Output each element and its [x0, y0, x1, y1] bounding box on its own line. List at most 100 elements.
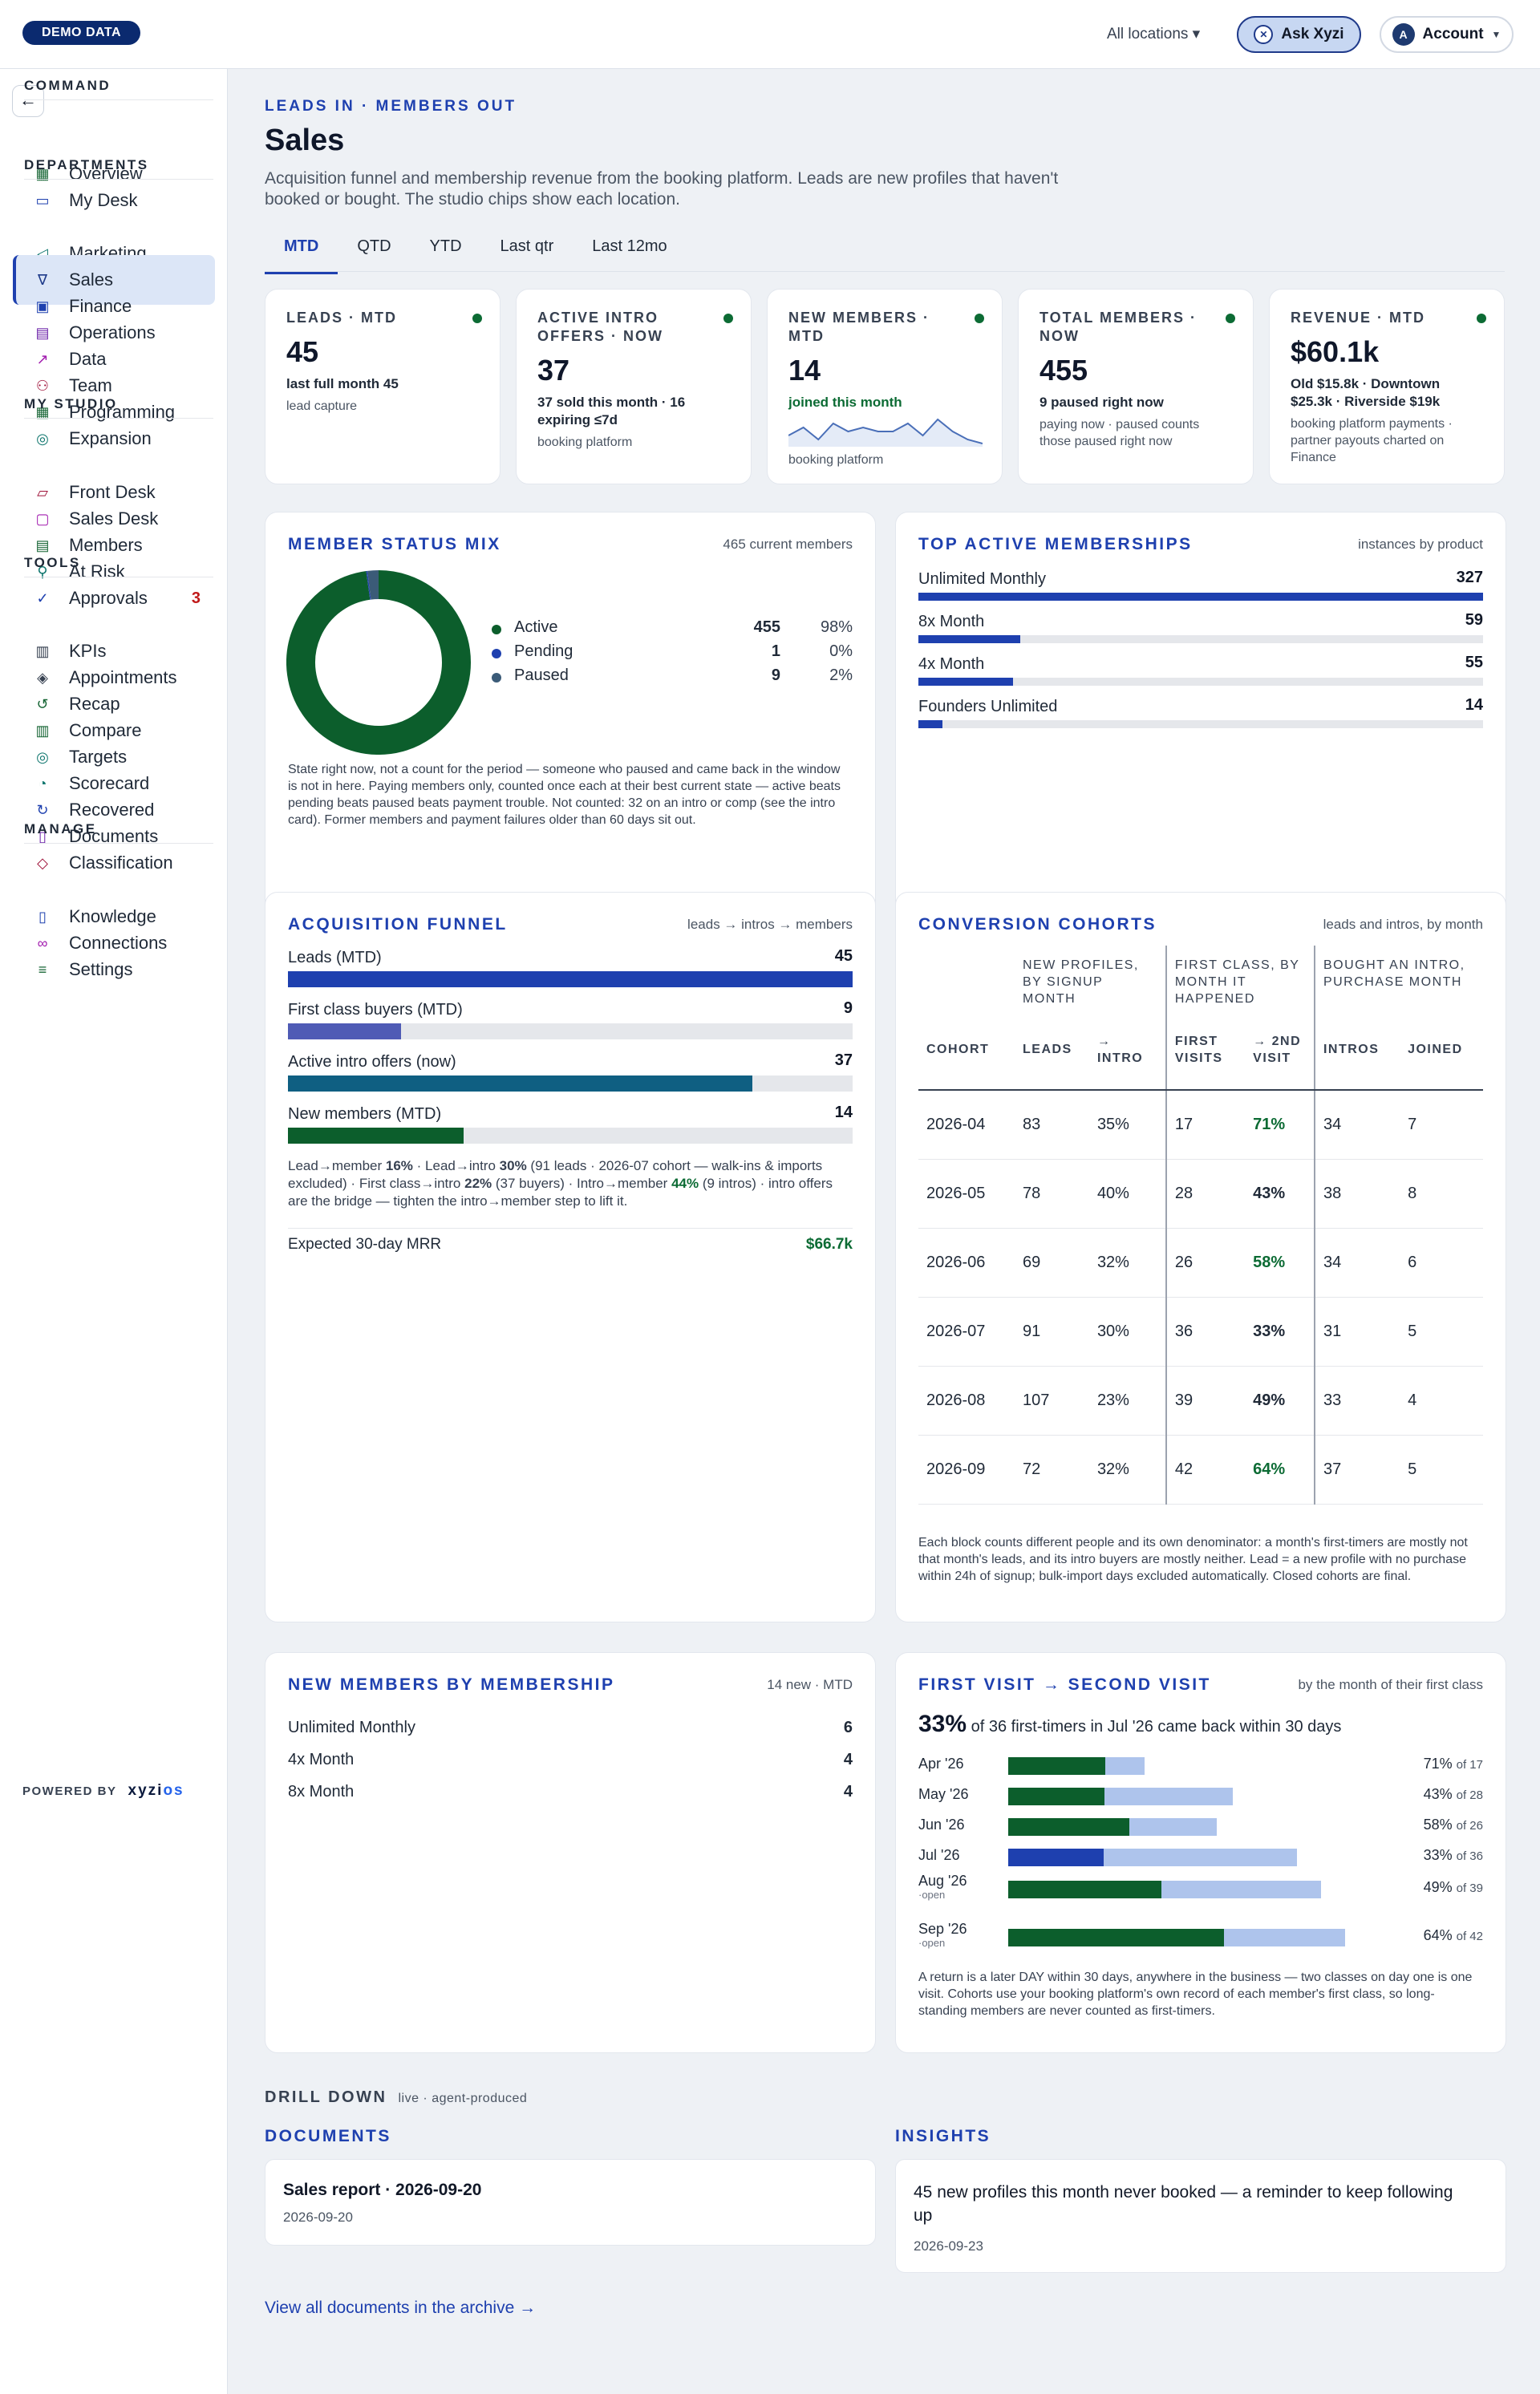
cohort-month: Aug '26 ·open [918, 1873, 967, 1901]
kpi-source-note: paying now · paused counts those paused … [1040, 418, 1200, 448]
kpi-value: 37 [537, 354, 570, 387]
sidebar-item-compare[interactable]: ▥ Compare [13, 706, 215, 755]
table-cell: 34 [1313, 1228, 1400, 1298]
funnel-value: 37 [834, 1051, 853, 1069]
table-row: 2026-07 91 30% 36 33% 31 5 [918, 1297, 1483, 1367]
legend-percent: 2% [829, 666, 853, 684]
ask-xyzi-label: Ask Xyzi [1281, 26, 1344, 43]
documents-title: DOCUMENTS [265, 2127, 391, 2145]
drill-down-tag: live · agent-produced [398, 2092, 528, 2105]
first-second-visit-card: FIRST VISIT → SECOND VISIT by the month … [895, 1652, 1506, 2053]
tab-last-qtr[interactable]: Last qtr [500, 237, 554, 255]
compass-icon: ◎ [36, 431, 49, 447]
kpi-label: NEW MEMBERS · MTD [788, 310, 930, 344]
page-title: Sales [265, 124, 345, 157]
kpi-card[interactable]: NEW MEMBERS · MTD 14 joined this month book… [767, 289, 1003, 484]
new-members-sparkline [788, 418, 983, 447]
tabs-divider [265, 271, 1505, 272]
location-selector[interactable]: All locations ▾ [1107, 26, 1201, 43]
kpi-value: 455 [1040, 354, 1088, 387]
membership-bar-fill [918, 720, 943, 728]
live-status-dot [1477, 314, 1486, 323]
table-cell: 40% [1088, 1159, 1166, 1229]
open-cohort-tag: ·open [918, 1889, 946, 1901]
card-subtitle: leads → intros → members [687, 917, 853, 932]
chevron-down-icon: ▼ [1491, 29, 1502, 40]
column-header: INTROS [1313, 1010, 1400, 1091]
sidebar-item-documents[interactable]: ▯ Documents [13, 812, 215, 861]
note-part: Lead→member [288, 1158, 386, 1173]
kpi-source-note: booking platform [537, 435, 633, 449]
sidebar-item-members[interactable]: ▤ Members [13, 521, 215, 570]
kpi-value: 45 [286, 335, 319, 368]
kpi-card[interactable]: LEADS · MTD 45 last full month 45 lead capt… [265, 289, 500, 484]
tab-qtd[interactable]: QTD [357, 237, 391, 255]
sidebar-item-label: Appointments [69, 667, 177, 687]
group-header-profiles: NEW PROFILES, BY SIGNUP MONTH [1023, 958, 1139, 1006]
table-cell: 49% [1245, 1366, 1315, 1436]
sidebar-item-settings[interactable]: ≡ Settings [13, 945, 215, 994]
insight-card[interactable]: 45 new profiles this month never booked … [895, 2159, 1506, 2273]
cohort-month: Sep '26 ·open [918, 1921, 967, 1949]
gauge-icon: ◔ [38, 776, 47, 792]
sidebar-section-title: MY STUDIO [24, 396, 213, 419]
kpi-card[interactable]: REVENUE · MTD $60.1k Old $15.8k · Downtown… [1269, 289, 1505, 484]
sidebar-item-targets[interactable]: ◎ Targets [13, 732, 215, 782]
table-cell: 8 [1400, 1159, 1483, 1229]
clipboard-icon: ▤ [35, 325, 50, 341]
card-title: CONVERSION COHORTS [918, 915, 1157, 934]
sidebar-item-recovered[interactable]: ↻ Recovered [13, 785, 215, 835]
retention-base: of 36 [1456, 1849, 1483, 1863]
sidebar-item-at-risk[interactable]: ⚲ At Risk [13, 547, 215, 597]
tab-last-12mo[interactable]: Last 12mo [592, 237, 667, 255]
sidebar-item-connections[interactable]: ∞ Connections [13, 918, 215, 968]
sidebar-item-data[interactable]: ↗ Data [13, 334, 215, 384]
table-cell: 83 [1015, 1090, 1089, 1160]
card-title: TOP ACTIVE MEMBERSHIPS [918, 535, 1193, 553]
table-cell: 6 [1400, 1228, 1483, 1298]
legend-dot [492, 625, 501, 634]
mrr-label: Expected 30-day MRR [288, 1236, 442, 1253]
sidebar-item-operations[interactable]: ▤ Operations [13, 308, 215, 358]
member-status-mix-card: MEMBER STATUS MIX 465 current members Ac… [265, 512, 876, 930]
sidebar-item-knowledge[interactable]: ▯ Knowledge [13, 892, 215, 942]
sidebar-item-classification[interactable]: ◇ Classification [13, 838, 215, 888]
cohort-month-label: Jun '26 [918, 1817, 965, 1833]
tab-ytd[interactable]: YTD [429, 237, 462, 255]
kpi-card[interactable]: TOTAL MEMBERS · NOW 455 9 paused right now… [1018, 289, 1254, 484]
sidebar-item-kpis[interactable]: ▥ KPIs [13, 626, 215, 676]
sidebar-item-recap[interactable]: ↺ Recap [13, 679, 215, 729]
kpi-label: ACTIVE INTRO OFFERS · NOW [537, 310, 663, 344]
sidebar-item-front-desk[interactable]: ▱ Front Desk [13, 468, 215, 517]
membership-bar-row: 8x Month 59 [918, 611, 1483, 643]
sidebar-item-expansion[interactable]: ◎ Expansion [13, 414, 215, 464]
drill-down-title: DRILL DOWN [265, 2088, 387, 2106]
sidebar-item-overview[interactable]: ▦ Overview [13, 149, 215, 199]
sidebar-item-scorecard[interactable]: ◔ Scorecard [13, 759, 215, 808]
sidebar-item-label: Data [69, 349, 107, 369]
kpi-card[interactable]: ACTIVE INTRO OFFERS · NOW 37 37 sold this … [516, 289, 752, 484]
book-icon: ▯ [38, 909, 47, 925]
grid-icon: ▦ [35, 166, 50, 182]
ask-xyzi-button[interactable]: ✕ Ask Xyzi [1237, 16, 1361, 53]
card-subtitle: 465 current members [723, 537, 853, 552]
sidebar-item-label: Sales Desk [69, 508, 159, 529]
column-header: LEADS [1015, 1010, 1089, 1091]
sidebar-item-label: Targets [69, 747, 128, 767]
sidebar-item-appointments[interactable]: ◈ Appointments [13, 653, 215, 703]
sidebar-item-sales-desk[interactable]: ▢ Sales Desk [13, 494, 215, 544]
sidebar-item-approvals[interactable]: ✓ Approvals 3 [13, 573, 215, 623]
sidebar-item-finance[interactable]: ▣ Finance [13, 282, 215, 331]
tab-mtd[interactable]: MTD [265, 229, 338, 274]
archive-link[interactable]: View all documents in the archive → [265, 2299, 537, 2317]
period-tabs: MTD QTD YTD Last qtr Last 12mo [265, 229, 687, 274]
sidebar-item-team[interactable]: ⚇ Team [13, 361, 215, 411]
column-header: → 2ND VISIT [1245, 1010, 1315, 1091]
account-menu-button[interactable]: A Account ▼ [1380, 16, 1514, 53]
legend-row-pending: Pending 1 0% [492, 642, 853, 665]
sidebar-item-sales[interactable]: ∇ Sales [13, 255, 215, 305]
brand-logo: xyzios [128, 1782, 184, 1799]
document-card[interactable]: Sales report · 2026-09-20 2026-09-20 [265, 2159, 876, 2246]
table-cell: 32% [1088, 1435, 1166, 1505]
sidebar-item-my-desk[interactable]: ▭ My Desk [13, 176, 215, 225]
